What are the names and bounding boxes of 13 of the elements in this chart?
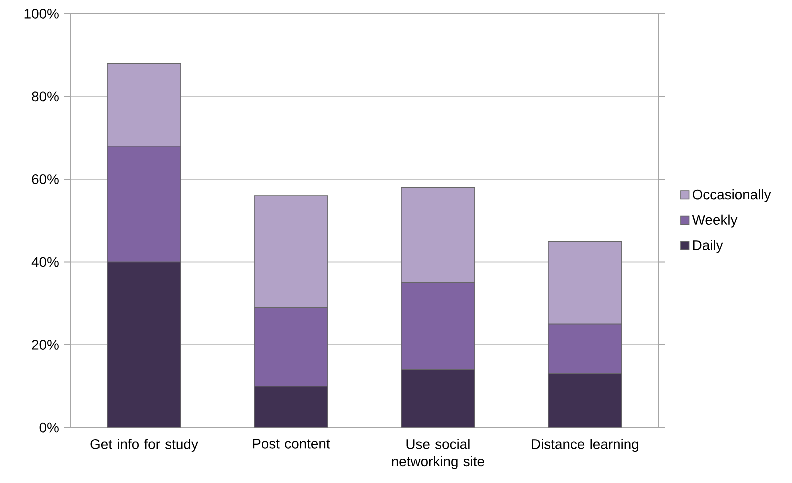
x-tick-label: Post content: [253, 438, 330, 449]
x-tick-label: Use social networking site: [392, 438, 484, 470]
legend-label: Occasionally: [692, 189, 772, 202]
y-tick-label: 80%: [32, 92, 59, 102]
y-tick-label: 20%: [32, 340, 59, 350]
x-tick-label: Get info for study: [90, 438, 198, 452]
y-tick-label: 40%: [32, 257, 59, 267]
legend-label: Daily: [693, 240, 724, 253]
x-tick-label: Distance learning: [532, 438, 638, 452]
y-tick-label: 0%: [40, 422, 59, 432]
legend-label: Weekly: [692, 214, 738, 228]
y-tick-label: 60%: [32, 174, 59, 184]
y-tick-label: 100%: [24, 8, 59, 19]
